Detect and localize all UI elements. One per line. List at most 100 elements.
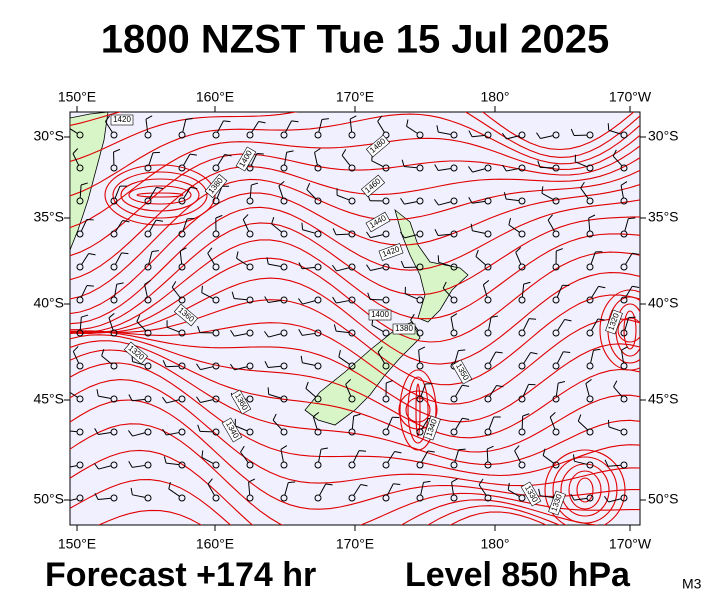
- barb-staff: [577, 420, 589, 431]
- contour-line: [70, 362, 640, 477]
- barb-station: [110, 197, 118, 205]
- barb-staff: [81, 253, 90, 265]
- barb-station: [586, 263, 594, 271]
- barb-station: [348, 395, 356, 403]
- barb-staff: [454, 350, 459, 364]
- barb-staff: [574, 497, 588, 501]
- barb-staff: [608, 426, 622, 432]
- barb-station: [314, 164, 322, 172]
- barb-flag: [367, 292, 371, 300]
- barb-staff: [489, 351, 497, 364]
- barb-staff: [114, 185, 121, 199]
- contour-loop: [128, 185, 192, 205]
- barb-station: [212, 164, 220, 172]
- barb-staff: [541, 192, 554, 200]
- barb-staff: [166, 326, 180, 333]
- contour-line: [70, 157, 640, 281]
- barb-flag: [197, 325, 201, 333]
- barb-station: [620, 494, 628, 502]
- contour-label-box: [204, 173, 228, 199]
- barb-staff: [549, 416, 556, 430]
- contour-loop: [407, 376, 429, 444]
- barb-station: [76, 362, 84, 370]
- barb-station: [314, 197, 322, 205]
- barb-staff: [149, 187, 157, 199]
- barb-flag: [62, 424, 64, 431]
- title: 1800 NZST Tue 15 Jul 2025: [101, 18, 609, 62]
- lat-label: 45°S: [648, 391, 679, 407]
- barb-staff: [421, 450, 429, 463]
- barb-flag: [128, 430, 133, 437]
- barb-station: [314, 494, 322, 502]
- barb-flag: [475, 249, 479, 257]
- barb-station: [586, 395, 594, 403]
- barb-staff: [70, 128, 78, 134]
- barb-station: [110, 362, 118, 370]
- barb-staff: [166, 432, 180, 436]
- barb-flag: [155, 219, 164, 222]
- map-frame: [69, 111, 641, 526]
- barb-flag: [563, 351, 571, 353]
- contour-label-box: [605, 309, 623, 335]
- barb-flag: [272, 413, 277, 421]
- barb-flag: [522, 413, 530, 417]
- lat-label: 50°S: [648, 491, 679, 507]
- barb-staff: [377, 351, 385, 364]
- barb-staff: [580, 187, 589, 199]
- barb-station: [212, 131, 220, 139]
- contour-line: [70, 134, 640, 229]
- barb-flag: [88, 253, 96, 256]
- barb-flag: [632, 252, 640, 255]
- barb-flag: [628, 316, 636, 319]
- barb-flag: [223, 120, 231, 123]
- barb-flag: [450, 313, 458, 318]
- barb-staff: [472, 200, 486, 204]
- barb-flag: [298, 262, 303, 269]
- barb-staff: [314, 152, 318, 166]
- barb-flag: [572, 454, 575, 462]
- barb-staff: [506, 198, 520, 202]
- australia-coast: [70, 112, 109, 251]
- barb-flag: [101, 349, 105, 356]
- barb-flag: [190, 186, 198, 190]
- barb-station: [382, 329, 390, 337]
- barb-station: [450, 494, 458, 502]
- barb-staff: [387, 451, 396, 463]
- contour-line: [70, 251, 640, 343]
- barb-staff: [620, 185, 624, 199]
- barb-staff: [72, 351, 80, 364]
- contour-label-text: 1420: [113, 115, 131, 124]
- barb-station: [110, 164, 118, 172]
- barb-station: [450, 329, 458, 337]
- barb-station: [586, 197, 594, 205]
- barb-station: [314, 131, 322, 139]
- barb-station: [382, 197, 390, 205]
- barb-station: [212, 461, 220, 469]
- barb-station: [144, 395, 152, 403]
- barb-staff: [341, 155, 351, 166]
- barb-flag: [462, 384, 470, 387]
- barb-staff: [148, 152, 154, 166]
- barb-station: [348, 164, 356, 172]
- barb-station: [382, 296, 390, 304]
- barb-staff: [370, 267, 384, 272]
- barb-flag: [612, 149, 617, 157]
- level-label: Level 850 hPa: [405, 556, 631, 594]
- barb-station: [518, 329, 526, 337]
- barb-station: [620, 164, 628, 172]
- barb-staff: [353, 484, 362, 496]
- barb-station: [450, 131, 458, 139]
- barb-staff: [506, 135, 520, 140]
- barb-flag: [538, 488, 541, 496]
- barb-flag: [495, 351, 503, 354]
- barb-staff: [521, 415, 524, 430]
- barb-station: [110, 428, 118, 436]
- barb-flag: [197, 424, 201, 432]
- barb-staff: [547, 219, 555, 232]
- barb-station: [416, 362, 424, 370]
- axes: 150°E 150°E 160°E 160°E 170°E 170°E 180° 180° 17…: [33, 89, 678, 552]
- barb-flag: [121, 252, 129, 255]
- lat-label: 45°S: [33, 391, 64, 407]
- barb-flag: [478, 478, 484, 486]
